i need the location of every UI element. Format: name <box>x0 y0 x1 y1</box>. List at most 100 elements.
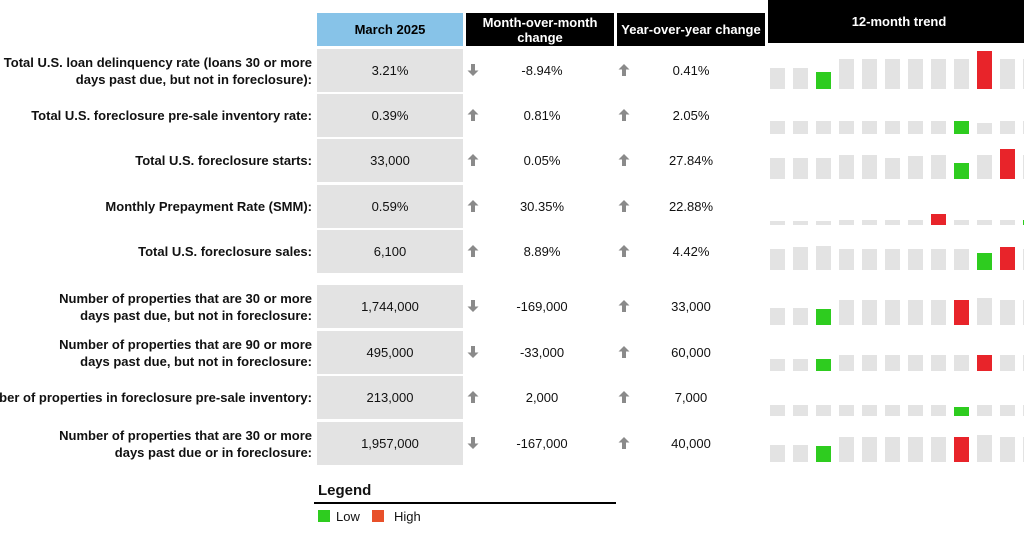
row-label-line: Number of properties that are 30 or more <box>59 427 312 443</box>
table-row: Number of properties that are 30 or more… <box>0 422 1024 465</box>
trend-bar <box>908 300 923 325</box>
table-row: Total U.S. foreclosure sales: 6,100 8.89% 4… <box>0 230 1024 273</box>
trend-bar <box>931 249 946 270</box>
trend-bar <box>793 247 808 270</box>
row-label-line: Total U.S. foreclosure pre-sale inventor… <box>31 108 312 123</box>
month-over-month-value: 8.89% <box>523 244 561 259</box>
trend-bar <box>908 156 923 179</box>
trend-chart <box>768 49 1024 92</box>
trend-bar <box>1000 300 1015 325</box>
year-over-year-value: 2.05% <box>672 108 710 123</box>
row-label: Number of properties that are 90 or more… <box>0 331 312 374</box>
trend-bar <box>977 123 992 134</box>
trend-bar-high <box>931 214 946 225</box>
month-over-month-value: -169,000 <box>516 299 568 314</box>
month-over-month-value: -167,000 <box>516 436 568 451</box>
table-row: Total U.S. foreclosure starts: 33,000 0.05… <box>0 139 1024 182</box>
trend-bar-low <box>954 163 969 179</box>
legend-divider <box>314 502 616 504</box>
row-label: Total U.S. foreclosure sales: <box>0 230 312 273</box>
trend-bar <box>862 405 877 416</box>
row-label: Number of properties that are 30 or more… <box>0 285 312 328</box>
trend-bar <box>770 121 785 134</box>
trend-bar <box>931 59 946 89</box>
trend-chart <box>768 94 1024 137</box>
trend-bar-high <box>1000 149 1015 179</box>
trend-bar <box>977 298 992 325</box>
row-label: Total U.S. foreclosure pre-sale inventor… <box>0 94 312 137</box>
trend-bar <box>885 405 900 416</box>
current-value: 1,957,000 <box>317 422 463 465</box>
trend-chart <box>768 285 1024 328</box>
trend-bar <box>839 300 854 325</box>
trend-bar <box>977 220 992 225</box>
trend-bar <box>862 59 877 89</box>
trend-bar <box>931 437 946 462</box>
trend-chart <box>768 139 1024 182</box>
trend-bar-low <box>954 121 969 134</box>
trend-bar <box>908 355 923 371</box>
month-over-month-value: 0.81% <box>523 108 561 123</box>
arrow-down-icon <box>466 436 480 450</box>
trend-bar <box>839 355 854 371</box>
trend-bar <box>862 300 877 325</box>
trend-bar <box>793 308 808 325</box>
trend-bar <box>770 158 785 179</box>
trend-chart <box>768 422 1024 465</box>
trend-bar <box>770 221 785 225</box>
current-value: 495,000 <box>317 331 463 374</box>
row-label-line: Number of properties that are 90 or more <box>59 336 312 352</box>
trend-bar <box>793 221 808 225</box>
trend-chart <box>768 376 1024 419</box>
trend-bar <box>839 59 854 89</box>
trend-bar <box>816 121 831 134</box>
table-row: Number of properties that are 30 or more… <box>0 285 1024 328</box>
row-label: Monthly Prepayment Rate (SMM): <box>0 185 312 228</box>
trend-chart <box>768 185 1024 228</box>
arrow-up-icon <box>466 244 480 258</box>
row-label: Number of properties in foreclosure pre-… <box>0 376 312 419</box>
trend-bar <box>885 355 900 371</box>
row-label-line: days past due, but not in foreclosure: <box>80 353 312 369</box>
trend-bar <box>816 246 831 270</box>
table-row: Number of properties that are 90 or more… <box>0 331 1024 374</box>
trend-bar-high <box>977 51 992 89</box>
trend-bar <box>908 59 923 89</box>
trend-bar <box>816 221 831 225</box>
arrow-up-icon <box>466 199 480 213</box>
arrow-up-icon <box>617 63 631 77</box>
month-over-month-value: 0.05% <box>523 153 561 168</box>
arrow-up-icon <box>617 199 631 213</box>
arrow-down-icon <box>466 299 480 313</box>
trend-bar <box>839 249 854 270</box>
trend-bar <box>1000 59 1015 89</box>
trend-bar <box>931 405 946 416</box>
trend-bar-low <box>977 253 992 270</box>
trend-bar <box>977 435 992 462</box>
trend-bar-low <box>816 309 831 325</box>
trend-bar <box>839 220 854 225</box>
year-over-year-value: 40,000 <box>671 436 711 451</box>
table-row: Monthly Prepayment Rate (SMM): 0.59% 30.35… <box>0 185 1024 228</box>
current-value: 213,000 <box>317 376 463 419</box>
trend-bar <box>885 437 900 462</box>
month-over-month-value: -8.94% <box>521 63 563 78</box>
arrow-down-icon <box>466 345 480 359</box>
legend-low-label: Low <box>336 509 360 524</box>
trend-bar <box>977 405 992 416</box>
table-row: Number of properties in foreclosure pre-… <box>0 376 1024 419</box>
trend-bar <box>839 155 854 179</box>
trend-bar <box>862 437 877 462</box>
trend-bar <box>770 359 785 371</box>
row-label-line: Total U.S. loan delinquency rate (loans … <box>3 54 312 70</box>
trend-bar <box>770 249 785 270</box>
trend-bar <box>885 158 900 179</box>
legend-low-swatch <box>318 510 330 522</box>
trend-bar <box>793 405 808 416</box>
trend-bar <box>954 220 969 225</box>
year-over-year-value: 0.41% <box>672 63 710 78</box>
trend-bar <box>908 405 923 416</box>
current-value: 6,100 <box>317 230 463 273</box>
arrow-up-icon <box>617 390 631 404</box>
trend-bar-high <box>954 437 969 462</box>
